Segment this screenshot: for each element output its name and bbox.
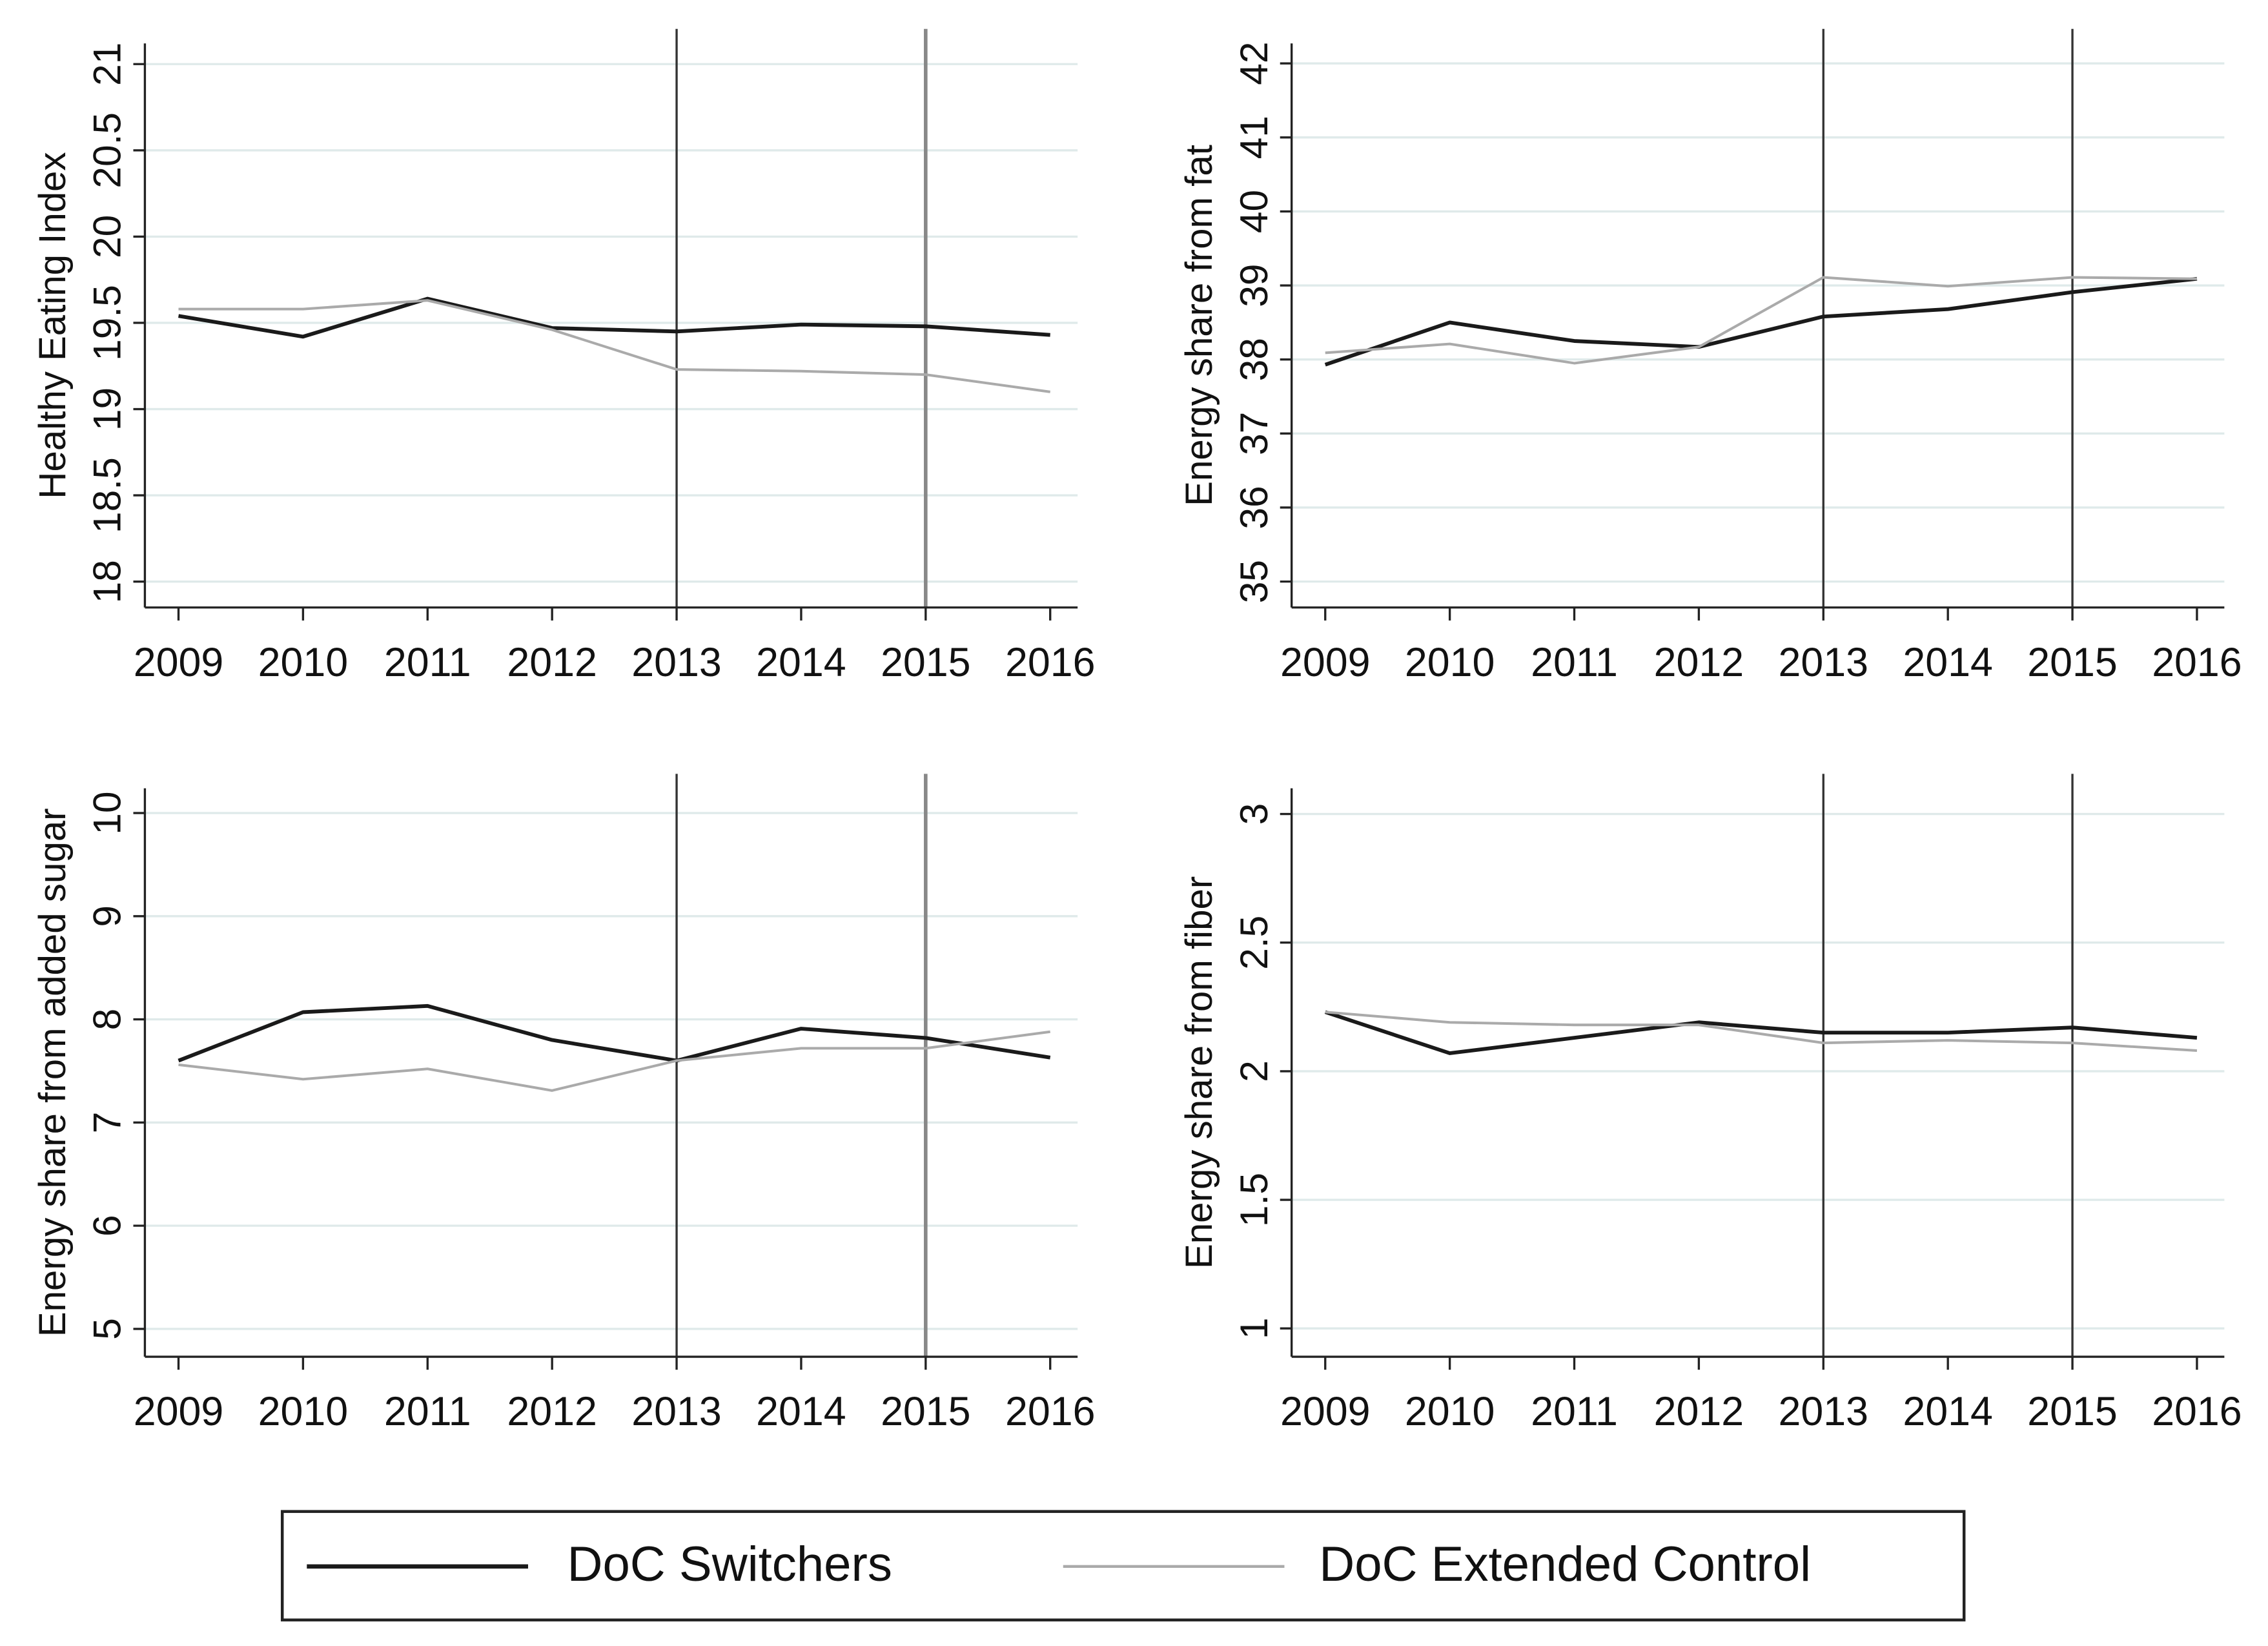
y-tick-label: 39 bbox=[1232, 263, 1276, 307]
y-tick-label: 2.5 bbox=[1232, 916, 1276, 970]
x-tick-label: 2010 bbox=[258, 640, 349, 685]
y-axis-label: Energy share from fat bbox=[1178, 145, 1220, 506]
y-tick-label: 1.5 bbox=[1232, 1173, 1276, 1227]
series-line bbox=[1324, 276, 2198, 367]
x-tick-label: 2014 bbox=[1903, 1389, 1993, 1434]
y-tick-label: 3 bbox=[1232, 803, 1276, 825]
y-tick-label: 18.5 bbox=[85, 457, 129, 533]
series-line bbox=[1325, 1011, 2198, 1053]
x-tick-label: 2009 bbox=[1280, 1389, 1371, 1434]
y-tick-label: 5 bbox=[85, 1318, 129, 1340]
x-tick-label: 2013 bbox=[631, 1389, 722, 1434]
x-tick-label: 2014 bbox=[756, 1389, 846, 1434]
x-tick-label: 2016 bbox=[2152, 640, 2242, 685]
y-tick-label: 40 bbox=[1232, 190, 1276, 233]
x-tick-label: 2012 bbox=[507, 640, 597, 685]
y-axis-label: Healthy Eating Index bbox=[32, 152, 74, 499]
y-tick-label: 41 bbox=[1232, 116, 1276, 159]
series-line bbox=[1324, 1010, 2198, 1055]
x-tick-label: 2016 bbox=[2152, 1389, 2242, 1434]
x-tick-label: 2015 bbox=[881, 640, 971, 685]
x-tick-label: 2009 bbox=[134, 640, 224, 685]
x-tick-label: 2013 bbox=[1779, 1389, 1869, 1434]
x-tick-label: 2011 bbox=[1531, 640, 1618, 685]
y-axis-label: Energy share from added sugar bbox=[32, 808, 74, 1337]
x-tick-label: 2011 bbox=[1531, 1389, 1618, 1434]
x-tick-label: 2011 bbox=[384, 640, 471, 685]
x-tick-label: 2010 bbox=[258, 1389, 349, 1434]
x-tick-label: 2012 bbox=[1654, 640, 1744, 685]
y-tick-label: 37 bbox=[1232, 412, 1276, 455]
series-line bbox=[178, 299, 1050, 393]
y-tick-label: 18 bbox=[85, 560, 129, 603]
x-tick-label: 2016 bbox=[1005, 640, 1096, 685]
legend-label: DoC Extended Control bbox=[1319, 1537, 1811, 1592]
series-line bbox=[178, 1003, 1051, 1063]
series-line bbox=[1325, 276, 2197, 365]
series-line bbox=[178, 296, 1050, 339]
y-tick-label: 21 bbox=[85, 43, 129, 86]
series-line bbox=[178, 1030, 1050, 1092]
x-tick-label: 2016 bbox=[1005, 1389, 1096, 1434]
y-tick-label: 35 bbox=[1232, 560, 1276, 603]
legend-label: DoC Switchers bbox=[567, 1537, 892, 1592]
y-tick-label: 2 bbox=[1232, 1060, 1276, 1082]
x-tick-label: 2009 bbox=[1280, 640, 1371, 685]
x-tick-label: 2011 bbox=[384, 1389, 471, 1434]
y-tick-label: 20.5 bbox=[85, 112, 129, 189]
x-tick-label: 2013 bbox=[631, 640, 722, 685]
x-tick-label: 2013 bbox=[1779, 640, 1869, 685]
x-tick-label: 2010 bbox=[1405, 1389, 1495, 1434]
x-tick-label: 2010 bbox=[1405, 640, 1495, 685]
x-tick-label: 2015 bbox=[2027, 640, 2118, 685]
y-tick-label: 6 bbox=[85, 1215, 129, 1237]
x-tick-label: 2015 bbox=[881, 1389, 971, 1434]
x-tick-label: 2012 bbox=[507, 1389, 597, 1434]
y-tick-label: 1 bbox=[1232, 1317, 1276, 1339]
y-tick-label: 42 bbox=[1232, 42, 1276, 85]
x-tick-label: 2012 bbox=[1654, 1389, 1744, 1434]
y-tick-label: 19.5 bbox=[85, 285, 129, 361]
y-axis-label: Energy share from fiber bbox=[1178, 876, 1220, 1269]
y-tick-label: 38 bbox=[1232, 338, 1276, 381]
y-tick-label: 20 bbox=[85, 215, 129, 258]
y-tick-label: 9 bbox=[85, 905, 129, 927]
x-tick-label: 2009 bbox=[134, 1389, 224, 1434]
y-tick-label: 36 bbox=[1232, 486, 1276, 529]
x-tick-label: 2014 bbox=[1903, 640, 1993, 685]
y-tick-label: 8 bbox=[85, 1009, 129, 1031]
x-tick-label: 2015 bbox=[2027, 1389, 2118, 1434]
x-tick-label: 2014 bbox=[756, 640, 846, 685]
y-tick-label: 7 bbox=[85, 1112, 129, 1134]
y-tick-label: 19 bbox=[85, 387, 129, 431]
y-tick-label: 10 bbox=[85, 791, 129, 834]
